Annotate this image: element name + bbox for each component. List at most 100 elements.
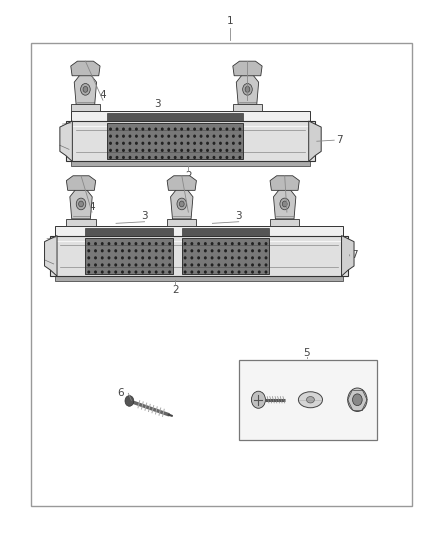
Circle shape: [198, 243, 199, 245]
Circle shape: [142, 157, 144, 158]
Circle shape: [226, 128, 228, 130]
Circle shape: [123, 135, 124, 137]
Circle shape: [207, 142, 208, 144]
Circle shape: [238, 257, 240, 259]
Circle shape: [123, 149, 124, 151]
Circle shape: [81, 84, 90, 95]
Polygon shape: [167, 176, 196, 190]
Text: 2: 2: [172, 286, 179, 295]
Circle shape: [198, 257, 199, 259]
Circle shape: [205, 264, 206, 266]
Circle shape: [116, 149, 118, 151]
Circle shape: [213, 128, 215, 130]
Circle shape: [191, 243, 193, 245]
Circle shape: [239, 157, 240, 158]
Circle shape: [232, 271, 233, 273]
Circle shape: [225, 257, 226, 259]
Circle shape: [155, 243, 157, 245]
Text: 7: 7: [336, 135, 343, 145]
Circle shape: [212, 243, 213, 245]
Polygon shape: [60, 121, 72, 161]
Circle shape: [162, 128, 163, 130]
Circle shape: [252, 271, 253, 273]
Circle shape: [225, 264, 226, 266]
Polygon shape: [273, 189, 296, 219]
Circle shape: [212, 271, 213, 273]
Circle shape: [128, 264, 130, 266]
Circle shape: [181, 149, 182, 151]
Circle shape: [116, 157, 118, 158]
Circle shape: [252, 264, 253, 266]
Circle shape: [232, 243, 233, 245]
Circle shape: [220, 157, 221, 158]
Circle shape: [205, 271, 206, 273]
Circle shape: [116, 135, 118, 137]
Circle shape: [194, 142, 195, 144]
Circle shape: [168, 135, 170, 137]
Circle shape: [142, 250, 143, 252]
Circle shape: [169, 264, 170, 266]
Circle shape: [177, 198, 187, 210]
Text: 1: 1: [226, 17, 233, 26]
Circle shape: [232, 250, 233, 252]
Circle shape: [148, 128, 150, 130]
Polygon shape: [71, 111, 311, 121]
Polygon shape: [270, 176, 299, 190]
Circle shape: [205, 250, 206, 252]
Circle shape: [226, 149, 228, 151]
Circle shape: [213, 157, 215, 158]
Circle shape: [191, 257, 193, 259]
Circle shape: [220, 128, 221, 130]
Circle shape: [155, 142, 156, 144]
Circle shape: [200, 149, 202, 151]
Circle shape: [239, 142, 240, 144]
Circle shape: [155, 135, 156, 137]
Circle shape: [115, 264, 117, 266]
Text: 3: 3: [154, 99, 161, 109]
Circle shape: [212, 264, 213, 266]
Circle shape: [220, 135, 221, 137]
Circle shape: [102, 257, 103, 259]
Circle shape: [162, 271, 164, 273]
Circle shape: [168, 149, 170, 151]
Circle shape: [155, 257, 157, 259]
Circle shape: [198, 250, 199, 252]
Text: 2: 2: [185, 171, 192, 181]
Text: 4: 4: [244, 90, 251, 100]
Circle shape: [148, 250, 150, 252]
Circle shape: [187, 142, 189, 144]
Circle shape: [123, 128, 124, 130]
Polygon shape: [55, 276, 343, 281]
Circle shape: [207, 149, 208, 151]
Circle shape: [102, 264, 103, 266]
Circle shape: [233, 128, 234, 130]
Circle shape: [239, 135, 240, 137]
Circle shape: [88, 264, 89, 266]
Circle shape: [135, 257, 137, 259]
Circle shape: [110, 149, 111, 151]
Circle shape: [76, 198, 86, 210]
Circle shape: [136, 157, 137, 158]
Circle shape: [142, 271, 143, 273]
Circle shape: [108, 257, 110, 259]
Circle shape: [128, 257, 130, 259]
Circle shape: [187, 128, 189, 130]
Circle shape: [198, 271, 199, 273]
Circle shape: [123, 142, 124, 144]
Bar: [182, 238, 269, 273]
Circle shape: [128, 271, 130, 273]
Circle shape: [162, 250, 164, 252]
Circle shape: [168, 128, 170, 130]
Circle shape: [155, 149, 156, 151]
Circle shape: [194, 128, 195, 130]
Circle shape: [148, 257, 150, 259]
Circle shape: [162, 149, 163, 151]
Circle shape: [184, 243, 186, 245]
Circle shape: [136, 135, 137, 137]
Circle shape: [148, 157, 150, 158]
Circle shape: [108, 264, 110, 266]
Circle shape: [136, 149, 137, 151]
Circle shape: [122, 271, 123, 273]
Text: 4: 4: [185, 202, 192, 212]
Circle shape: [102, 250, 103, 252]
